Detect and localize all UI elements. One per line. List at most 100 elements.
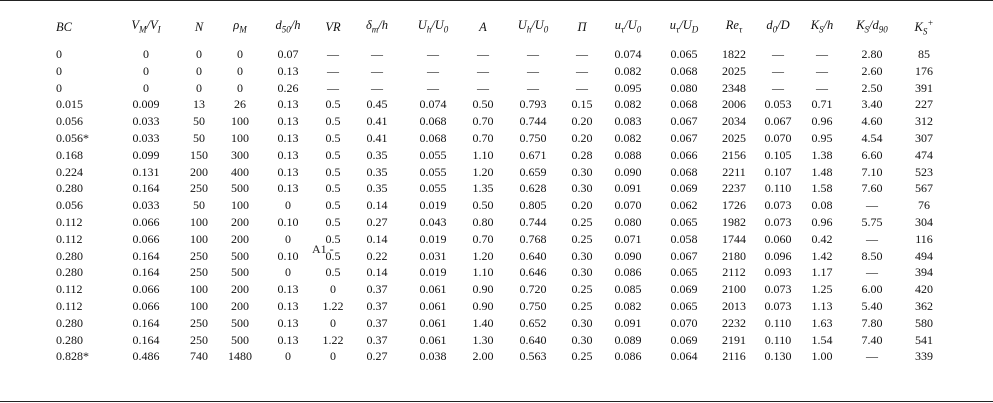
table-cell: 2211 xyxy=(722,164,746,179)
table-cell: — xyxy=(772,63,784,78)
column-header-main: N xyxy=(194,20,204,35)
table-cell: 1.22 xyxy=(322,332,344,347)
column-header-suffix: /h xyxy=(823,18,834,33)
table-cell: 0.064 xyxy=(670,349,698,364)
table-cell: 0.13 xyxy=(277,299,299,313)
table-cell: 0.20 xyxy=(571,114,593,129)
table-cell: 0.110 xyxy=(764,181,792,196)
table-cell: 0.744 xyxy=(519,215,547,230)
table-cell: 2237 xyxy=(722,181,746,196)
table-cell: 0.07 xyxy=(277,47,299,62)
table-cell: 0.065 xyxy=(670,299,698,313)
table-cell: 0.20 xyxy=(571,131,593,146)
table-cell: — xyxy=(477,80,489,95)
table-cell: 0.066 xyxy=(132,215,160,230)
table-cell: 0.068 xyxy=(419,114,447,129)
column-header-suffix: /h xyxy=(378,18,389,33)
table-cell: 0 xyxy=(56,80,62,95)
table-cell: 0.068 xyxy=(670,97,698,112)
table-cell: 0.30 xyxy=(571,164,593,179)
column-header-sub2: D xyxy=(691,24,699,35)
table-cell: 0.112 xyxy=(56,215,83,230)
table-cell: 0.061 xyxy=(419,282,447,297)
column-header-suffix: /h xyxy=(290,18,301,33)
table-cell: 0.26 xyxy=(277,80,299,95)
table-cell: 0.055 xyxy=(419,164,447,179)
table-cell: 0.038 xyxy=(419,349,447,364)
column-header: Uh/U0 xyxy=(402,15,464,40)
column-header-main: VR xyxy=(325,20,341,35)
table-cell: 1982 xyxy=(722,215,746,230)
column-header-sub2: 90 xyxy=(878,24,888,35)
table-cell: 0.093 xyxy=(764,265,792,280)
table-cell: 2156 xyxy=(722,147,746,162)
table-cell: — xyxy=(371,80,383,95)
column-header-main: u xyxy=(669,18,676,33)
table-cell: 391 xyxy=(915,80,933,95)
table-cell: 1.17 xyxy=(811,265,833,280)
table-cell: 6.00 xyxy=(861,282,883,297)
table-cell: 0.5 xyxy=(325,198,341,213)
table-cell: 0.065 xyxy=(670,215,698,230)
table-cell: 1.40 xyxy=(472,315,494,330)
table-cell: 100 xyxy=(190,231,208,246)
table-cell: 0 xyxy=(196,47,202,62)
column-header-sub2: 0 xyxy=(543,24,549,35)
table-cell: 0.009 xyxy=(132,97,160,112)
table-cell: 0.073 xyxy=(764,299,792,313)
table-cell: 0.080 xyxy=(670,80,698,95)
table-cell: 0.80 xyxy=(472,215,494,230)
table-cell: 0.224 xyxy=(56,164,83,179)
table-cell: 0.068 xyxy=(670,63,698,78)
column-header-main: Π xyxy=(577,20,587,35)
table-cell: 0.031 xyxy=(419,248,447,263)
table-cell: 0.074 xyxy=(614,47,642,62)
table-cell: 2112 xyxy=(722,265,746,280)
column-header: ρM xyxy=(218,15,262,40)
table-cell: 0.073 xyxy=(764,282,792,297)
table-cell: 0.27 xyxy=(366,349,388,364)
table-cell: 0.35 xyxy=(366,164,388,179)
table-cell: 0.015 xyxy=(56,97,83,112)
table-cell: 0 xyxy=(330,282,336,297)
table-cell: 0.099 xyxy=(132,147,160,162)
table-cell: 0.27 xyxy=(366,215,388,230)
table-row: 0.056 0.033 50 100 0 0.5 0.14 0.019 0.50 0.805 0.2… xyxy=(52,197,948,214)
table-cell: 0.069 xyxy=(670,332,698,347)
table-cell: 0.082 xyxy=(614,63,642,78)
table-cell: 0 xyxy=(330,315,336,330)
table-cell: 0.25 xyxy=(571,215,593,230)
table-cell: 1.22 xyxy=(322,299,344,313)
table-cell: 0.13 xyxy=(277,97,299,112)
table-cell: 420 xyxy=(915,282,933,297)
table-cell: 0.068 xyxy=(670,164,698,179)
table-cell: 0.793 xyxy=(519,97,547,112)
table-cell: 7.10 xyxy=(861,164,883,179)
column-header-sub: h xyxy=(426,24,432,35)
table-cell: 0.70 xyxy=(472,231,494,246)
table-cell: 0.70 xyxy=(472,131,494,146)
table-cell: 0.95 xyxy=(811,131,833,146)
table-cell: 0.25 xyxy=(571,231,593,246)
table-row: 0.280 0.164 250 500 0.13 0 0.37 0.061 1.40 0.652 0… xyxy=(52,314,948,331)
column-header: KS/h xyxy=(800,15,844,40)
table-cell: 0.5 xyxy=(325,164,341,179)
table-cell: 312 xyxy=(915,114,933,129)
table-cell: 0.090 xyxy=(614,164,642,179)
table-cell: 0.056* xyxy=(56,131,89,146)
table-cell: 7.80 xyxy=(861,315,883,330)
column-header-sub: M xyxy=(239,24,247,35)
table-cell: 500 xyxy=(231,248,249,263)
table-cell: — xyxy=(866,265,878,280)
column-header: Π xyxy=(564,15,600,40)
table-cell: 0.13 xyxy=(277,332,299,347)
table-cell: 2034 xyxy=(722,114,746,129)
column-header-main: K xyxy=(810,18,820,33)
table-cell: 580 xyxy=(915,315,933,330)
table-cell: 1.13 xyxy=(811,299,833,313)
table-row: 0.280 0.164 250 500 0 0.5 0.14 0.019 1.10 0.646 0.… xyxy=(52,264,948,281)
table-cell: 500 xyxy=(231,315,249,330)
table-cell: 0.14 xyxy=(366,231,388,246)
table-cell: 0.164 xyxy=(132,265,160,280)
